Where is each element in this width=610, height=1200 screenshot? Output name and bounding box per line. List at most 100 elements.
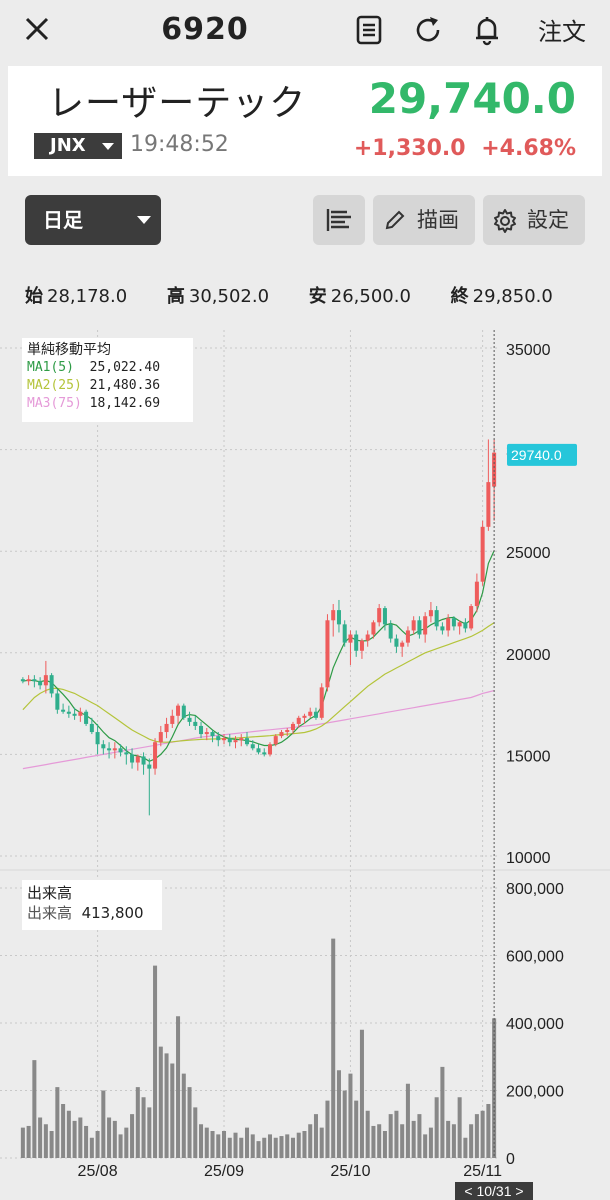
draw-button[interactable]: 描画 [373, 195, 475, 245]
volume-bar [135, 1087, 140, 1158]
candle-body [244, 738, 250, 745]
candle-body [302, 715, 307, 718]
period-select[interactable]: 日足 [25, 195, 161, 245]
low-value: 26,500.0 [330, 286, 411, 307]
pencil-icon [385, 210, 405, 230]
candle-body [43, 675, 48, 686]
volume-bar [20, 1127, 25, 1158]
volume-bar [130, 1114, 135, 1158]
volume-bar [32, 1060, 37, 1158]
volume-bar [66, 1110, 71, 1158]
ma1-label: MA1(5) [27, 360, 74, 375]
volume-bar [118, 1134, 123, 1158]
volume-legend: 出来高 出来高 413,800 [22, 880, 162, 930]
volume-bar [101, 1090, 106, 1158]
candle-body [336, 610, 341, 625]
close-icon[interactable] [22, 14, 52, 44]
indicator-list-button[interactable] [313, 195, 365, 245]
volume-bar [463, 1137, 468, 1158]
ohlc-row: 始 28,178.0 高 30,502.0 安 26,500.0 終 29,850.0 [25, 282, 553, 308]
candle-body [262, 752, 267, 755]
candle-body [204, 732, 209, 735]
market-select[interactable]: JNX [34, 133, 122, 159]
candle-body [72, 713, 77, 716]
candle-body [405, 630, 410, 643]
volume-bar [492, 1018, 497, 1158]
high-value: 30,502.0 [188, 286, 270, 307]
volume-bar [49, 1131, 54, 1158]
price-chart[interactable]: 350003000025000200001500010000800,000600… [0, 330, 610, 1200]
time-tick-label: 25/11 [463, 1163, 502, 1180]
volume-bar [84, 1125, 89, 1158]
volume-bar [377, 1124, 382, 1158]
candle-body [463, 622, 468, 629]
volume-bar [227, 1137, 232, 1158]
candle-body [187, 717, 192, 722]
candle-body [308, 711, 313, 716]
period-label: 日足 [43, 208, 83, 232]
volume-bar [250, 1134, 255, 1158]
volume-bar [55, 1087, 60, 1158]
change-percent: +4.68% [481, 136, 576, 161]
chevron-down-icon [102, 143, 114, 150]
candle-body [285, 730, 290, 733]
price-tick-label: 25000 [506, 545, 551, 562]
volume-tick-label: 200,000 [506, 1084, 564, 1101]
high-label: 高 [166, 286, 185, 307]
price-tag-label: 29740.0 [511, 447, 562, 463]
volume-bar [239, 1137, 244, 1158]
volume-bar [199, 1124, 204, 1158]
candle-body [239, 738, 244, 741]
volume-bar [216, 1134, 221, 1158]
price-tag-box [507, 443, 577, 466]
candle-body [486, 482, 491, 527]
volume-bar [89, 1137, 94, 1158]
candle-body [492, 452, 497, 487]
order-button[interactable]: 注文 [538, 18, 586, 46]
ma1-line [22, 550, 495, 762]
volume-label: 出来高 [27, 904, 73, 922]
candle-body [290, 723, 295, 731]
volume-bar [319, 1127, 324, 1158]
candle-body [124, 752, 129, 755]
volume-bar [331, 938, 336, 1158]
candle-body [377, 608, 382, 623]
candle-body [451, 618, 456, 627]
volume-bar [405, 1083, 410, 1158]
update-time: 19:48:52 [130, 132, 229, 157]
bars-icon [326, 209, 351, 231]
candle-body [118, 748, 123, 753]
volume-bar [204, 1127, 209, 1158]
ma2-value: 21,480.36 [89, 378, 161, 393]
chevron-down-icon [137, 216, 151, 224]
volume-bar [469, 1124, 474, 1158]
volume-bar [382, 1131, 387, 1158]
document-icon[interactable] [354, 14, 384, 46]
volume-bar [61, 1104, 66, 1158]
candle-body [55, 693, 60, 710]
candle-body [210, 732, 215, 737]
price-tick-label: 10000 [506, 850, 551, 867]
volume-bar [170, 1063, 175, 1158]
volume-bar [296, 1132, 301, 1158]
bell-icon[interactable] [472, 14, 502, 46]
settings-button[interactable]: 設定 [483, 195, 585, 245]
volume-tick-label: 400,000 [506, 1016, 564, 1033]
refresh-icon[interactable] [414, 14, 444, 46]
candle-body [319, 687, 324, 718]
cursor-date-label: < 10/31 > [464, 1183, 523, 1199]
volume-bar [78, 1117, 83, 1158]
candle-body [38, 681, 43, 686]
ma1-value: 25,022.40 [89, 360, 161, 375]
volume-bar [72, 1120, 77, 1158]
volume-bar [451, 1124, 456, 1158]
candle-body [147, 764, 152, 769]
candle-body [66, 711, 71, 714]
volume-bar [325, 1100, 330, 1158]
volume-bar [428, 1127, 433, 1158]
volume-bar [176, 1016, 181, 1158]
candle-body [95, 732, 100, 745]
candle-body [193, 721, 198, 726]
candle-body [250, 744, 255, 749]
candle-body [359, 640, 364, 651]
